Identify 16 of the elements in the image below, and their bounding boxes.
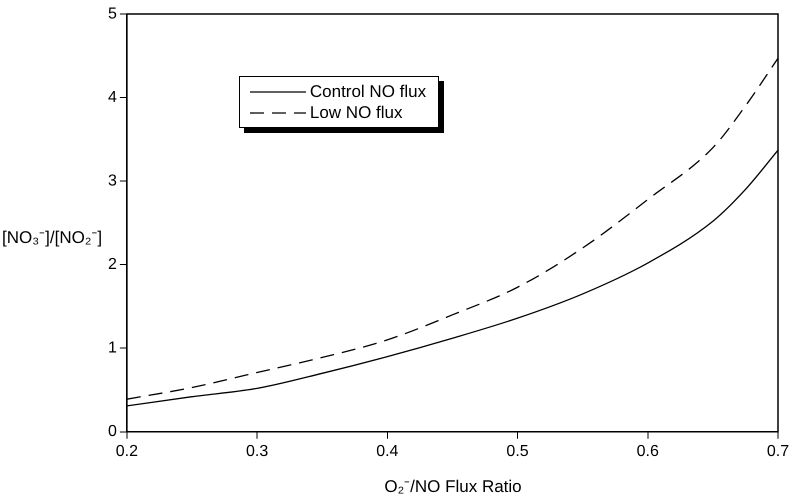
x-tick-label: 0.5 (506, 442, 529, 460)
x-tick-label: 0.4 (376, 442, 399, 460)
x-tick-label: 0.7 (766, 442, 790, 460)
y-tick-label: 1 (108, 340, 117, 357)
x-axis-title: O₂⁻/NO Flux Ratio (383, 476, 523, 497)
x-tick-label: 0.3 (246, 442, 268, 460)
legend-label: Low NO flux (310, 102, 402, 123)
y-tick-label: 0 (108, 423, 117, 440)
legend-label: Control NO flux (310, 81, 426, 102)
x-tick-label: 0.6 (636, 442, 659, 460)
y-tick-label: 4 (108, 88, 117, 106)
x-tick-label: 0.2 (116, 442, 138, 460)
y-axis-title: [NO₃⁻]/[NO₂⁻] (2, 227, 102, 248)
y-tick-label: 3 (108, 172, 117, 190)
y-tick-label: 5 (108, 5, 117, 22)
y-tick-label: 2 (108, 256, 117, 274)
